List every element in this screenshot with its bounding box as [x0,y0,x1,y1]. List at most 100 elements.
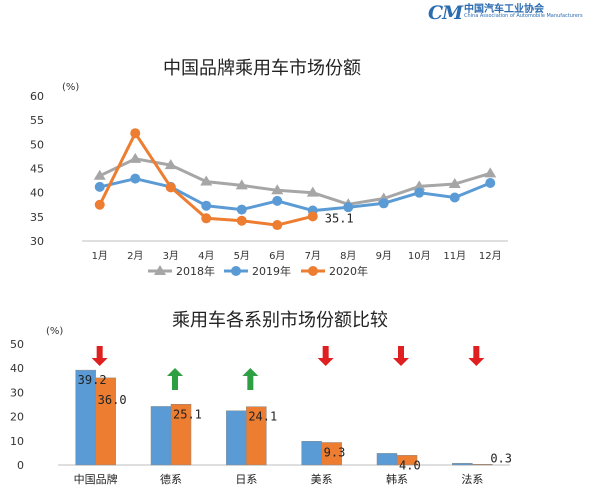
data-point [413,180,426,191]
y-tick-label: 30 [10,386,24,399]
legend-label: 2020年 [329,264,368,278]
caam-logo-mark: CM [428,2,463,24]
data-point [236,215,247,226]
y-tick-label: 10 [10,435,24,448]
bar [170,404,192,466]
data-point [236,204,247,215]
y-tick-label: 55 [30,114,44,127]
series-line-0 [99,157,491,206]
bar [376,453,398,466]
down-arrow-icon [317,346,334,366]
data-point [449,192,460,203]
x-tick-label: 1月 [92,250,108,262]
data-point [378,198,389,209]
series-line-1 [99,177,491,213]
y-tick-label: 50 [30,138,44,151]
bar [226,410,247,466]
x-tick-label: 9月 [376,250,392,262]
data-point [235,179,248,190]
x-tick-label: 日系 [235,473,257,486]
y-axis-unit: (%) [46,326,63,337]
y-tick-label: 35 [30,211,44,224]
y-tick-label: 40 [30,187,44,200]
data-point [93,169,106,180]
y-tick-label: 50 [10,338,24,351]
data-point [130,173,141,184]
x-tick-label: 法系 [461,472,483,486]
data-point [271,184,284,195]
caam-logo-name: 中国汽车工业协会 [464,4,544,15]
bar [321,442,342,466]
bar [95,377,116,466]
data-point [272,220,283,231]
data-point [201,213,212,224]
y-tick-label: 20 [10,411,24,424]
x-tick-label: 11月 [443,250,466,262]
legend-marker [154,265,166,275]
data-point [272,195,283,206]
data-point [130,128,141,139]
y-axis-unit: (%) [62,82,79,93]
data-label: 25.1 [173,407,202,421]
x-tick-label: 韩系 [386,472,408,486]
data-label: 36.0 [98,393,127,407]
data-label: 35.1 [325,211,354,225]
data-label: 4.0 [399,458,421,472]
x-tick-label: 中国品牌 [74,472,118,486]
data-point [164,159,177,170]
bar [472,464,493,466]
caam-logo-english: China Association of Automobile Manufact… [464,13,583,19]
line-chart: 中国品牌乘用车市场份额 (%) 30 35 40 45 50 55 60 1月 2月 3月 4月 5月 6月… [30,58,508,278]
data-label: 9.3 [324,445,346,459]
bar [246,406,267,466]
legend-marker [308,266,318,276]
data-point [129,152,142,163]
y-tick-label: 0 [17,459,24,472]
y-tick-label: 60 [30,90,44,103]
legend-label: 2018年 [176,264,215,278]
x-tick-label: 美系 [311,473,333,486]
data-label: 0.3 [490,451,512,465]
x-tick-label: 5月 [234,250,250,262]
down-arrow-icon [468,346,485,366]
bar [452,463,473,466]
down-arrow-icon [393,346,409,366]
x-tick-label: 12月 [479,250,502,262]
data-point [448,177,461,188]
x-tick-label: 6月 [269,250,285,262]
x-tick-label: 7月 [305,250,321,262]
bar [150,406,172,466]
data-point [414,187,425,198]
data-point [201,200,212,211]
data-point [307,211,318,222]
data-label: 24.1 [248,410,277,424]
data-label: 39.2 [78,373,107,387]
y-tick-label: 45 [30,163,44,176]
caam-logo: CM 中国汽车工业协会 China Association of Automob… [428,0,598,26]
y-tick-label: 40 [10,362,24,375]
legend-label: 2019年 [252,264,291,278]
up-arrow-icon [242,368,259,390]
data-point [94,181,105,192]
x-tick-label: 2月 [127,250,143,262]
x-tick-label: 4月 [198,250,214,262]
y-tick-label: 30 [30,235,44,248]
data-point [306,186,319,197]
legend-marker [231,266,241,276]
data-point [485,178,496,188]
x-tick-label: 10月 [408,250,431,262]
data-point [94,199,105,210]
up-arrow-icon [167,368,183,390]
x-tick-label: 德系 [160,472,182,486]
data-point [484,167,497,178]
data-point [165,182,176,193]
x-tick-label: 3月 [163,250,179,262]
bar [396,455,418,466]
data-point [343,202,354,213]
x-tick-label: 8月 [340,250,356,262]
bar-chart: 乘用车各系别市场份额比较 (%) 0 10 20 30 40 50 中国品牌 德系 日系 美系 韩系 法系… [10,310,512,486]
bar [301,441,322,466]
chart-title: 中国品牌乘用车市场份额 [163,58,361,79]
data-point [200,175,213,186]
down-arrow-icon [91,346,108,366]
